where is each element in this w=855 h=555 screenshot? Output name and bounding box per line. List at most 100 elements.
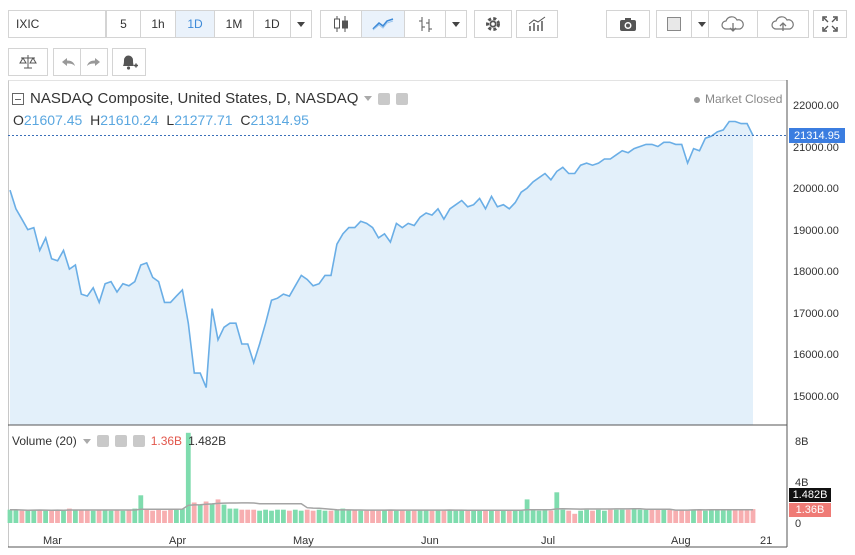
price-axis-label: 18000.00 (793, 266, 839, 279)
volume-bar (13, 509, 19, 523)
color-picker-button[interactable] (656, 10, 692, 38)
interval-1h-label: 1h (151, 17, 165, 31)
compare-button[interactable] (8, 48, 48, 76)
symbol-input[interactable]: IXIC (8, 10, 106, 38)
undo-button[interactable] (53, 48, 81, 76)
series-legend[interactable]: NASDAQ Composite, United States, D, NASD… (12, 90, 409, 107)
volume-bar (572, 513, 578, 523)
ohlc-bars-icon (419, 17, 432, 32)
volume-bar (144, 509, 150, 523)
price-line (9, 120, 754, 388)
time-label-21: 21 (760, 535, 773, 547)
volume-bar (126, 509, 132, 523)
high-value: 21610.24 (100, 112, 159, 128)
gear-icon[interactable] (396, 92, 409, 105)
volume-bar (691, 509, 696, 523)
volume-bar (376, 510, 381, 523)
volume-bar (90, 510, 96, 523)
volume-bar (465, 510, 471, 523)
market-status: Market Closed (694, 92, 782, 106)
volume-bar (84, 509, 90, 523)
interval-5-button[interactable]: 5 (106, 10, 141, 38)
settings-button[interactable] (474, 10, 512, 38)
volume-bar (726, 509, 732, 523)
eye-icon[interactable] (96, 435, 109, 447)
volume-bar (191, 502, 197, 523)
volume-bar (441, 510, 447, 523)
redo-button[interactable] (80, 48, 108, 76)
volume-bar (530, 509, 536, 523)
volume-bar (239, 509, 245, 523)
close-icon[interactable] (132, 435, 145, 447)
load-chart-button[interactable] (708, 10, 758, 38)
volume-bar (714, 509, 720, 523)
volume-bar (631, 508, 637, 523)
price-axis-label: 16000.00 (793, 349, 839, 362)
chart-frame[interactable] (8, 80, 787, 547)
collapse-icon[interactable] (12, 92, 24, 105)
volume-bar (275, 509, 280, 523)
volume-bar (411, 510, 417, 523)
volume-bar (281, 509, 286, 523)
volume-bar (399, 509, 405, 523)
chevron-down-icon[interactable] (364, 96, 373, 101)
volume-bar (459, 509, 465, 523)
volume-bar (108, 510, 114, 523)
gear-icon[interactable] (114, 435, 127, 447)
fullscreen-button[interactable] (813, 10, 847, 38)
volume-bar (150, 510, 155, 523)
save-chart-button[interactable] (757, 10, 809, 38)
volume-bar (304, 509, 310, 523)
volume-bar (251, 509, 257, 523)
chevron-down-icon[interactable] (82, 438, 91, 444)
volume-bar (506, 510, 512, 523)
candles-chart-button[interactable] (320, 10, 362, 38)
low-label: L (166, 112, 175, 128)
volume-bar (471, 510, 476, 523)
volume-bar (55, 509, 60, 523)
price-area-fill (10, 121, 753, 425)
volume-bar (447, 509, 453, 523)
volume-bar (298, 510, 304, 523)
volume-bar (477, 510, 482, 523)
top-toolbar: IXIC 5 1h 1D 1M 1D (0, 0, 855, 44)
interval-custom-button[interactable]: 1D (253, 10, 291, 38)
secondary-toolbar (0, 44, 855, 78)
undo-icon (61, 58, 75, 66)
volume-bar (590, 510, 595, 523)
indicators-button[interactable] (516, 10, 558, 38)
volume-bar (417, 509, 423, 523)
volume-bar (649, 509, 655, 523)
volume-bar (423, 509, 429, 523)
chevron-down-icon (297, 21, 305, 27)
volume-bar (673, 510, 679, 523)
volume-bar (697, 509, 702, 523)
volume-bar (257, 510, 262, 523)
volume-bar (61, 510, 66, 523)
eye-icon[interactable] (378, 92, 391, 105)
interval-1m-label: 1M (225, 17, 243, 31)
price-axis-label: 22000.00 (793, 100, 839, 112)
gear-icon (486, 17, 500, 31)
interval-dropdown-button[interactable] (290, 10, 312, 38)
volume-bar (310, 510, 316, 523)
price-axis-label: 17000.00 (793, 307, 839, 320)
alert-button[interactable] (112, 48, 146, 76)
volume-bar (352, 509, 358, 523)
volume-legend[interactable]: Volume (20) 1.36B 1.482B (12, 434, 226, 448)
price-axis-label: 15000.00 (793, 391, 839, 403)
line-chart-button[interactable] (361, 10, 405, 38)
volume-bar (233, 508, 239, 523)
volume-value-ma: 1.482B (188, 434, 227, 448)
volume-bar (554, 492, 560, 524)
volume-bar (435, 509, 441, 523)
cloud-download-icon (721, 16, 744, 32)
volume-bar (96, 509, 102, 523)
volume-last-tag: 1.36B (789, 503, 831, 517)
interval-5-label: 5 (120, 17, 127, 31)
interval-1h-button[interactable]: 1h (140, 10, 176, 38)
series-title: NASDAQ Composite, United States, D, NASD… (30, 90, 359, 107)
screenshot-button[interactable] (606, 10, 650, 38)
chart-type-dropdown-button[interactable] (445, 10, 467, 38)
